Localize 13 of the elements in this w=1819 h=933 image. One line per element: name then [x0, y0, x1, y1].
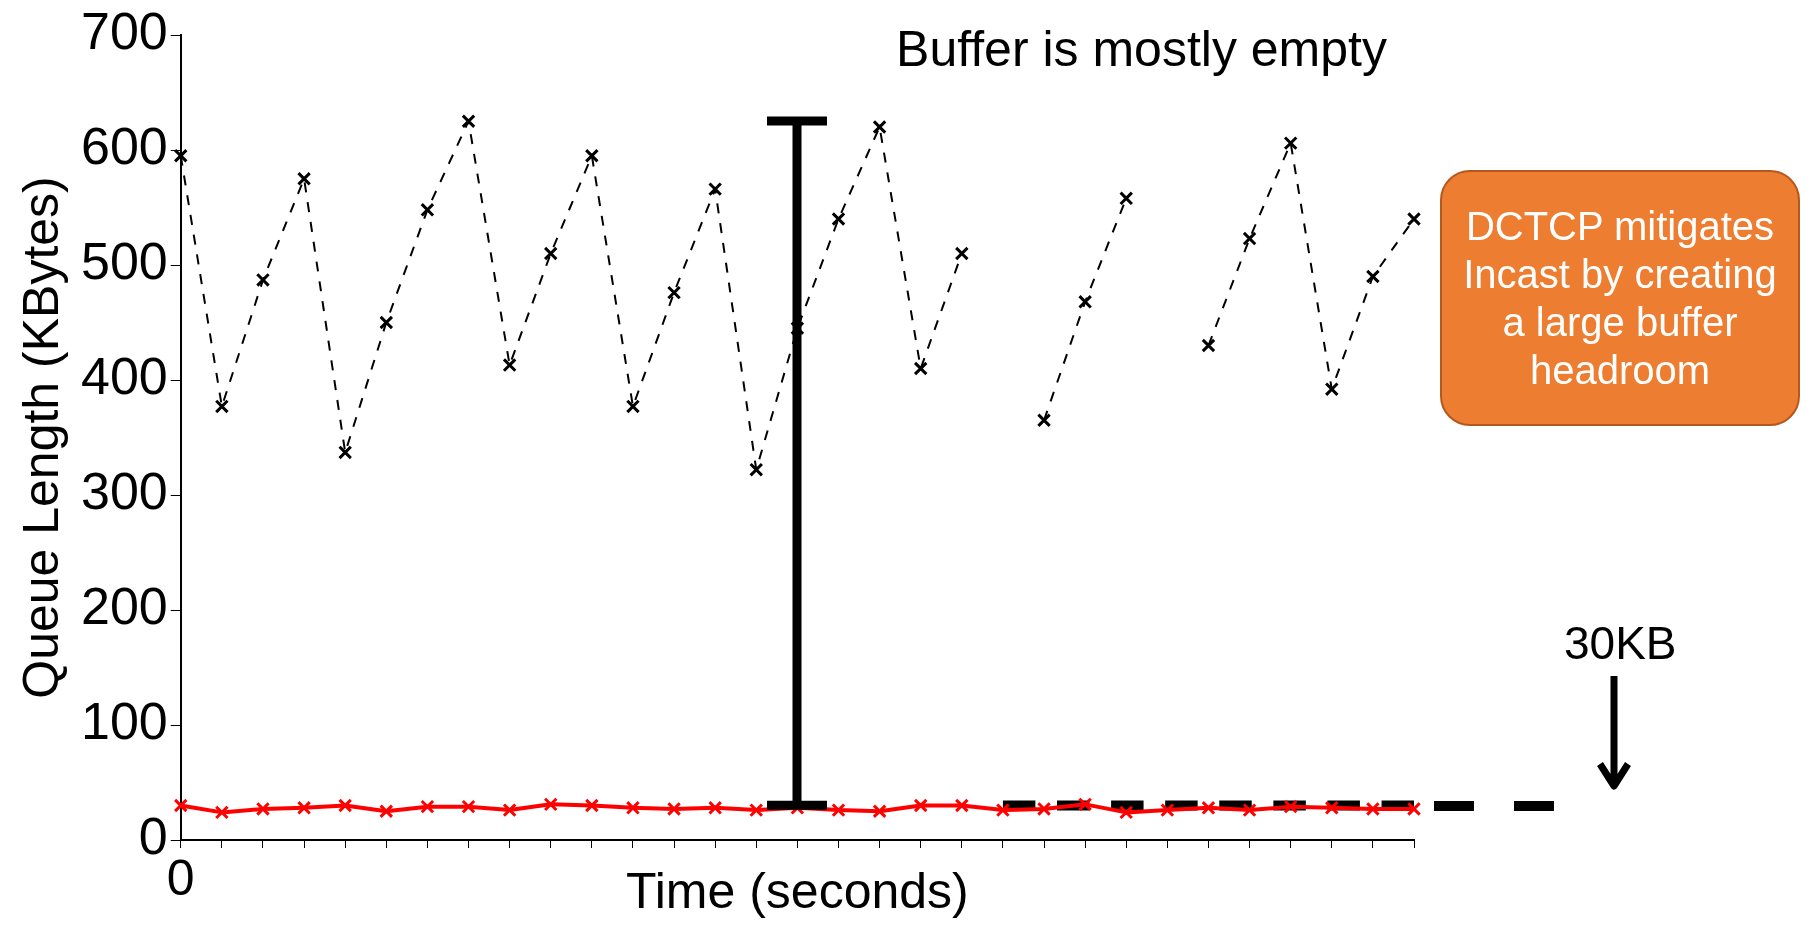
y-axis-title: Queue Length (KBytes) [12, 176, 69, 699]
y-tick-label: 300 [80, 462, 168, 521]
y-tick-label: 700 [80, 2, 168, 61]
y-tick-label: 600 [80, 117, 168, 176]
annotation: Buffer is mostly empty [896, 20, 1387, 78]
text: 30KB [1564, 615, 1677, 670]
x-axis-title: Time (seconds) [626, 862, 969, 919]
y-tick-label: 400 [80, 347, 168, 406]
y-tick-label: 0 [138, 807, 168, 866]
y-tick-label: 500 [80, 232, 168, 291]
text: DCTCP mitigates Incast by creating a large buffer headroom [1440, 170, 1800, 426]
y-tick-label: 100 [80, 692, 168, 751]
y-tick-label: 200 [80, 577, 168, 636]
